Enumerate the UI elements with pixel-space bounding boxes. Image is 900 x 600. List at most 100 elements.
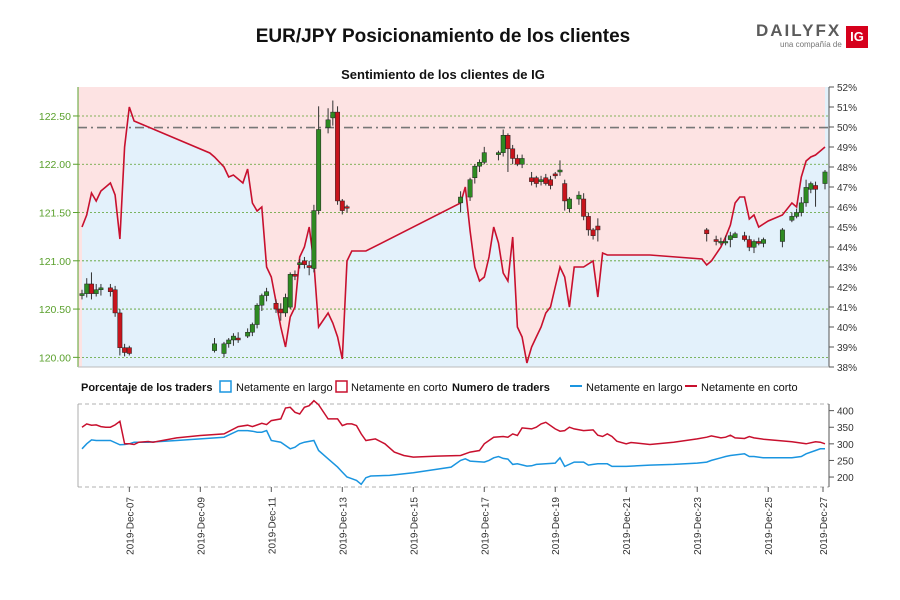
candle-body <box>500 135 506 153</box>
candle <box>93 283 99 297</box>
percent-tick-label: 41% <box>837 303 857 314</box>
candle <box>529 171 535 186</box>
candle-body <box>727 235 733 240</box>
candle-body <box>467 179 473 198</box>
count-short-line <box>81 399 826 458</box>
candle-body <box>756 241 762 244</box>
candle-body <box>84 283 90 294</box>
candle <box>325 108 331 134</box>
candle <box>226 338 232 348</box>
candle-body <box>335 111 341 202</box>
candle <box>278 303 284 321</box>
candle <box>292 270 298 281</box>
candle-body <box>278 308 284 314</box>
candle <box>98 283 104 296</box>
percent-tick-label: 48% <box>837 163 857 174</box>
percent-tick-label: 45% <box>837 223 857 234</box>
price-tick-label: 122.00 <box>39 159 71 171</box>
date-tick-label: 2019-Dec-23 <box>693 497 704 555</box>
date-tick-label: 2019-Dec-17 <box>480 497 491 555</box>
date-tick-label: 2019-Dec-09 <box>196 497 207 555</box>
candle-body <box>713 239 719 242</box>
candle <box>723 235 729 246</box>
candle-body <box>98 287 104 291</box>
candle <box>595 218 601 242</box>
candle <box>212 338 217 353</box>
percent-tick-label: 49% <box>837 143 857 154</box>
candle-body <box>562 183 568 202</box>
count-panel: 200 250 300 350 400 <box>77 399 854 488</box>
candle-body <box>552 173 558 177</box>
candle-body <box>557 169 563 173</box>
candle-body <box>330 111 336 119</box>
candle <box>283 293 288 317</box>
candle-body <box>761 239 766 244</box>
candle-body <box>505 135 511 150</box>
ig-badge: IG <box>846 26 868 48</box>
percent-tick-label: 52% <box>837 83 857 94</box>
candle-body <box>822 171 828 184</box>
legend-long-swatch <box>219 380 232 393</box>
percent-tick-label: 44% <box>837 243 857 254</box>
candle-body <box>477 162 482 167</box>
count-tick-label: 300 <box>837 440 854 451</box>
candle-body <box>789 216 795 221</box>
candle <box>713 235 719 246</box>
short-region-left <box>78 87 82 367</box>
candle-body <box>779 229 785 242</box>
candle <box>704 227 710 242</box>
candle-body <box>126 347 132 354</box>
price-tick-label: 120.00 <box>39 352 71 364</box>
count-long-line <box>81 429 825 486</box>
candle-body <box>287 274 293 308</box>
candle <box>344 204 350 213</box>
candle-body <box>514 158 520 165</box>
candle <box>235 332 241 343</box>
date-tick-label: 2019-Dec-21 <box>622 497 633 555</box>
candle-body <box>230 335 236 341</box>
candle <box>756 237 762 246</box>
date-tick-label: 2019-Dec-25 <box>764 497 775 555</box>
candle-body <box>316 129 322 211</box>
candle <box>746 235 752 252</box>
candle <box>543 173 549 186</box>
candle-body <box>122 347 128 353</box>
candle <box>557 160 563 176</box>
candle <box>467 177 473 201</box>
legend-row: Porcentaje de los traders Netamente en l… <box>81 380 798 394</box>
legend-count-long-label: Netamente en largo <box>586 382 683 394</box>
candle <box>306 260 312 276</box>
price-tick-label: 121.50 <box>39 208 71 220</box>
candle <box>548 175 553 190</box>
candle <box>742 231 747 242</box>
candle-body <box>585 216 591 231</box>
candle <box>273 299 279 313</box>
candle <box>254 303 260 329</box>
candle-body <box>590 229 596 236</box>
candle-body <box>576 194 582 200</box>
candle <box>112 285 118 317</box>
candle <box>259 293 265 311</box>
candle <box>316 106 322 215</box>
short-region-fill <box>82 87 825 363</box>
candle <box>481 146 487 165</box>
candle-body <box>510 148 516 159</box>
legend-count-short-label: Netamente en corto <box>701 382 798 394</box>
candle-body <box>339 200 345 211</box>
candle <box>339 199 345 215</box>
candle <box>552 171 558 179</box>
candle-body <box>89 283 94 294</box>
candle <box>533 175 539 188</box>
candle <box>496 150 501 161</box>
candle <box>732 231 738 238</box>
candle-body <box>212 343 217 351</box>
candle-body <box>245 331 251 337</box>
candle-body <box>79 293 85 296</box>
candle-body <box>458 196 464 204</box>
candle-body <box>107 287 113 292</box>
candle-body <box>301 260 307 265</box>
legend-short-label: Netamente en corto <box>351 382 448 394</box>
candle <box>581 193 587 221</box>
dailyfx-logo: DAILYFX una compañía de IG <box>756 22 868 52</box>
candle-body <box>794 212 800 217</box>
